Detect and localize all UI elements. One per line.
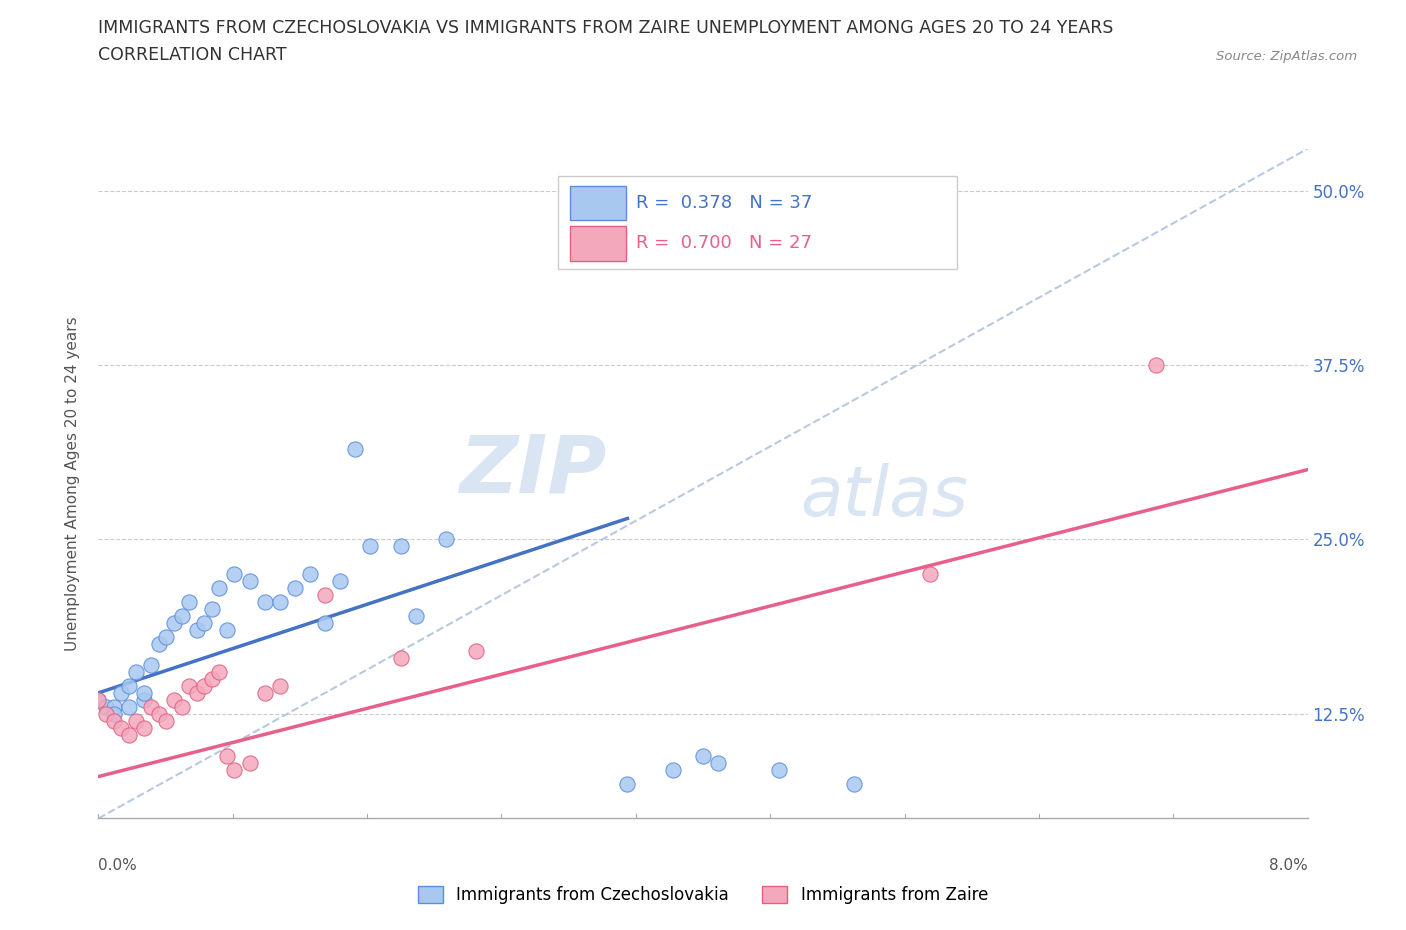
- Point: [132, 721, 155, 736]
- Point: [405, 609, 427, 624]
- Point: [201, 671, 224, 686]
- Point: [692, 748, 714, 763]
- Point: [215, 748, 238, 763]
- Y-axis label: Unemployment Among Ages 20 to 24 years: Unemployment Among Ages 20 to 24 years: [65, 316, 80, 651]
- Text: atlas: atlas: [800, 463, 967, 530]
- Point: [314, 588, 336, 603]
- Point: [103, 713, 125, 728]
- Point: [918, 567, 941, 582]
- Point: [170, 609, 193, 624]
- Text: 8.0%: 8.0%: [1268, 857, 1308, 872]
- Point: [284, 580, 307, 596]
- Point: [132, 693, 155, 708]
- Point: [155, 630, 177, 644]
- Point: [239, 755, 262, 770]
- Point: [186, 623, 208, 638]
- Point: [253, 685, 276, 700]
- Text: IMMIGRANTS FROM CZECHOSLOVAKIA VS IMMIGRANTS FROM ZAIRE UNEMPLOYMENT AMONG AGES : IMMIGRANTS FROM CZECHOSLOVAKIA VS IMMIGR…: [98, 19, 1114, 36]
- Point: [170, 699, 193, 714]
- Point: [465, 644, 488, 658]
- Point: [269, 595, 291, 610]
- Point: [103, 699, 125, 714]
- Point: [844, 776, 866, 790]
- Point: [148, 637, 170, 652]
- FancyBboxPatch shape: [569, 226, 626, 260]
- Point: [163, 616, 186, 631]
- Text: R =  0.378   N = 37: R = 0.378 N = 37: [637, 194, 813, 212]
- Text: Source: ZipAtlas.com: Source: ZipAtlas.com: [1216, 50, 1357, 63]
- Text: 0.0%: 0.0%: [98, 857, 138, 872]
- Point: [186, 685, 208, 700]
- Text: CORRELATION CHART: CORRELATION CHART: [98, 46, 287, 64]
- FancyBboxPatch shape: [558, 176, 957, 270]
- Point: [103, 707, 125, 722]
- Point: [118, 679, 141, 694]
- Point: [253, 595, 276, 610]
- Point: [208, 665, 231, 680]
- Point: [193, 679, 215, 694]
- Point: [148, 707, 170, 722]
- Point: [201, 602, 224, 617]
- Point: [179, 595, 201, 610]
- Point: [110, 685, 132, 700]
- Point: [215, 623, 238, 638]
- Point: [299, 567, 322, 582]
- Point: [616, 776, 638, 790]
- Point: [125, 665, 148, 680]
- Point: [344, 442, 367, 457]
- Text: ZIP: ZIP: [458, 432, 606, 510]
- Point: [125, 713, 148, 728]
- Point: [314, 616, 336, 631]
- Point: [87, 693, 110, 708]
- Point: [141, 699, 163, 714]
- Point: [707, 755, 730, 770]
- Point: [1146, 358, 1168, 373]
- Point: [224, 567, 246, 582]
- Point: [110, 721, 132, 736]
- Point: [768, 763, 790, 777]
- Point: [239, 574, 262, 589]
- Point: [571, 113, 593, 128]
- Legend: Immigrants from Czechoslovakia, Immigrants from Zaire: Immigrants from Czechoslovakia, Immigran…: [412, 879, 994, 910]
- Point: [360, 539, 382, 554]
- Point: [155, 713, 177, 728]
- Point: [118, 699, 141, 714]
- Point: [132, 685, 155, 700]
- Point: [179, 679, 201, 694]
- FancyBboxPatch shape: [569, 186, 626, 220]
- Point: [269, 679, 291, 694]
- Point: [329, 574, 352, 589]
- Text: R =  0.700   N = 27: R = 0.700 N = 27: [637, 234, 813, 252]
- Point: [141, 658, 163, 672]
- Point: [389, 651, 412, 666]
- Point: [87, 693, 110, 708]
- Point: [193, 616, 215, 631]
- Point: [208, 580, 231, 596]
- Point: [94, 699, 117, 714]
- Point: [389, 539, 412, 554]
- Point: [662, 763, 685, 777]
- Point: [94, 707, 117, 722]
- Point: [163, 693, 186, 708]
- Point: [224, 763, 246, 777]
- Point: [434, 532, 457, 547]
- Point: [118, 727, 141, 742]
